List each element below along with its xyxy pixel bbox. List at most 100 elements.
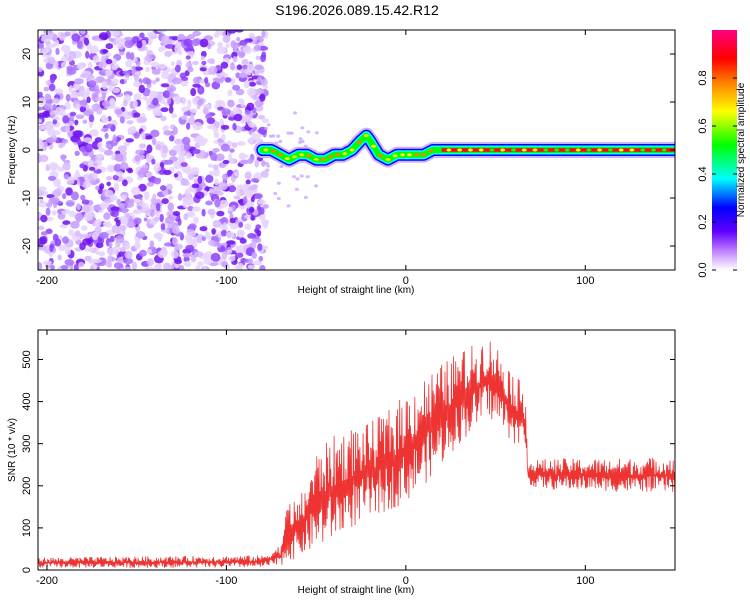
noise-blob — [185, 152, 192, 160]
noise-blob — [182, 199, 188, 209]
tone-ridge-dot — [640, 148, 646, 152]
noise-blob — [208, 262, 219, 267]
noise-blob — [83, 37, 90, 46]
y-tick-label: 100 — [21, 519, 33, 537]
noise-blob — [306, 130, 311, 134]
noise-blob — [206, 117, 215, 124]
colorbar-label: Normalized spectral amplitude — [736, 82, 747, 217]
noise-blob — [216, 242, 222, 248]
noise-blob — [84, 143, 93, 153]
noise-blob — [215, 121, 220, 129]
noise-blob — [225, 231, 235, 239]
noise-blob — [151, 79, 157, 85]
noise-blob — [172, 236, 178, 246]
noise-blob — [259, 93, 266, 102]
noise-blob — [111, 224, 120, 234]
noise-blob — [229, 148, 235, 153]
noise-blob — [145, 66, 150, 73]
tone-ridge-dot — [564, 148, 570, 152]
noise-blob — [62, 139, 69, 144]
noise-blob — [79, 176, 84, 186]
noise-blob — [105, 143, 112, 149]
noise-blob — [197, 85, 205, 95]
tone-ridge-dot — [363, 134, 369, 138]
colorbar-gradient — [712, 30, 737, 270]
noise-blob — [135, 149, 145, 155]
noise-blob — [106, 181, 111, 187]
noise-blob — [75, 169, 80, 177]
noise-blob — [169, 135, 175, 142]
noise-blob — [158, 63, 167, 70]
noise-blob — [38, 118, 43, 124]
noise-blob — [136, 40, 143, 49]
noise-blob — [166, 183, 173, 191]
noise-blob — [299, 174, 304, 178]
noise-blob — [191, 38, 201, 47]
snr-frame — [37, 329, 676, 571]
noise-blob — [247, 264, 256, 270]
noise-blob — [45, 137, 55, 144]
noise-blob — [209, 188, 214, 194]
noise-blob — [109, 97, 116, 106]
noise-blob — [183, 256, 190, 263]
noise-blob — [163, 130, 173, 136]
noise-blob — [192, 76, 201, 84]
noise-blob — [71, 33, 81, 42]
noise-blob — [59, 108, 66, 117]
noise-blob — [215, 100, 225, 105]
noise-blob — [38, 225, 45, 231]
colorbar-tick-label: 0.8 — [697, 70, 709, 85]
noise-blob — [43, 86, 50, 92]
noise-blob — [48, 83, 56, 92]
noise-blob — [149, 54, 156, 60]
noise-blob — [208, 66, 213, 75]
noise-blob — [38, 112, 48, 118]
tone-ridge-dot — [532, 148, 538, 152]
noise-blob — [238, 221, 244, 228]
noise-blob — [179, 264, 185, 270]
noise-blob — [210, 152, 217, 161]
noise-blob — [255, 224, 262, 230]
noise-blob — [39, 154, 49, 163]
noise-blob — [111, 78, 119, 85]
noise-blob — [87, 159, 94, 167]
noise-blob — [75, 103, 81, 110]
noise-blob — [169, 87, 174, 97]
tone-ridge-dot — [299, 153, 305, 157]
tone-ridge-dot — [306, 154, 312, 158]
noise-blob — [102, 100, 111, 108]
tone-ridge-dot — [629, 148, 635, 152]
noise-blob — [202, 266, 208, 270]
noise-blob — [91, 258, 102, 264]
noise-blob — [236, 37, 241, 42]
noise-blob — [88, 80, 97, 87]
noise-blob — [260, 79, 268, 86]
noise-blob — [192, 121, 203, 131]
noise-blob — [133, 81, 142, 88]
x-tick-label: -200 — [36, 575, 58, 587]
noise-blob — [145, 153, 152, 162]
noise-blob — [171, 226, 180, 235]
noise-blob — [82, 119, 88, 124]
noise-blob — [239, 39, 248, 46]
noise-blob — [82, 137, 93, 143]
noise-blob — [119, 246, 126, 252]
noise-blob — [124, 36, 133, 41]
noise-blob — [116, 198, 121, 205]
noise-blob — [81, 204, 91, 213]
noise-blob — [140, 131, 146, 141]
y-tick-label: 400 — [21, 392, 33, 410]
noise-blob — [62, 193, 67, 200]
noise-blob — [117, 39, 122, 48]
noise-blob — [197, 175, 203, 184]
noise-blob — [172, 126, 178, 135]
noise-blob — [227, 116, 236, 121]
noise-blob — [247, 233, 257, 239]
noise-blob — [265, 168, 270, 172]
noise-blob — [248, 81, 257, 87]
noise-blob — [201, 208, 206, 217]
noise-blob — [62, 115, 69, 124]
noise-blob — [162, 90, 171, 99]
noise-blob — [57, 254, 62, 261]
noise-blob — [114, 108, 123, 115]
